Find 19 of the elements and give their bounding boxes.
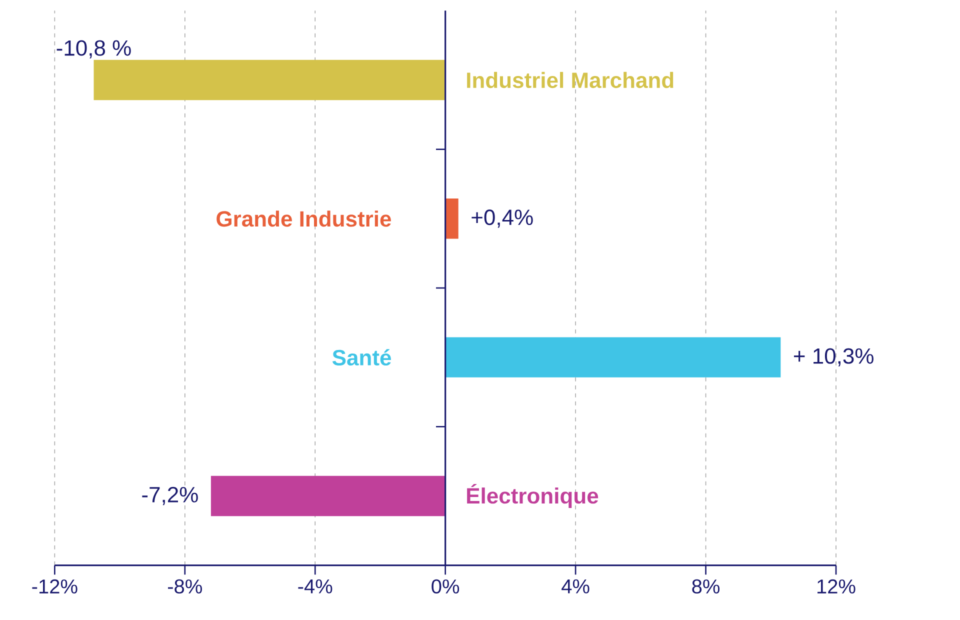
x-tick-label: 0% xyxy=(432,579,460,594)
x-tick-label: -12% xyxy=(32,579,78,594)
bar xyxy=(210,476,446,516)
y-tick-label: Santé xyxy=(332,349,391,366)
data-label: +0,4% xyxy=(472,210,533,228)
y-tick-label: Industriel Marchand xyxy=(467,72,674,88)
x-tick-label: 4% xyxy=(562,579,590,594)
data-label: -10,8 % xyxy=(56,40,131,58)
y-tick-label: Grande Industrie xyxy=(216,210,391,227)
x-tick-label: -4% xyxy=(298,579,332,594)
bar xyxy=(445,198,458,239)
bar xyxy=(94,60,446,100)
data-label: + 10,3% xyxy=(794,348,874,366)
bar xyxy=(445,337,781,378)
x-tick-label: 8% xyxy=(692,579,720,594)
data-label: -7,2% xyxy=(142,486,198,506)
y-tick-label: Électronique xyxy=(467,484,598,508)
x-tick-label: -8% xyxy=(168,579,202,594)
x-tick-label: 12% xyxy=(818,579,856,594)
